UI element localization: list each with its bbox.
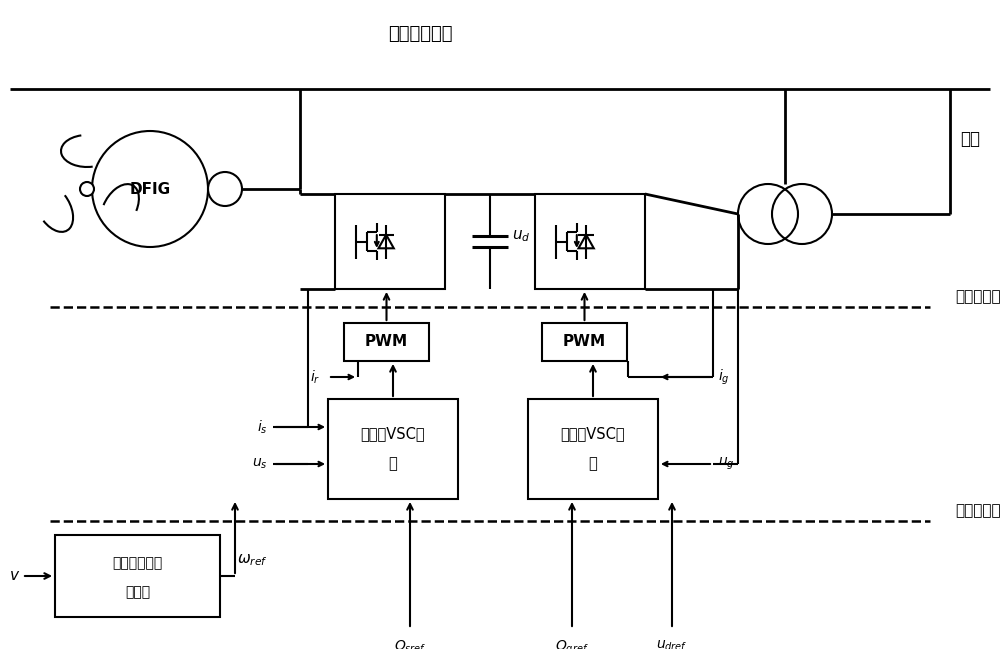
Text: 制: 制 — [389, 456, 397, 472]
Bar — [328, 399, 458, 499]
Text: $Q_{gref}$: $Q_{gref}$ — [555, 639, 589, 649]
Circle shape — [80, 182, 94, 196]
Text: 第二层控制: 第二层控制 — [955, 289, 1000, 304]
Text: $i_g$: $i_g$ — [718, 367, 730, 387]
Text: $i_s$: $i_s$ — [257, 419, 268, 435]
Bar — [535, 194, 645, 289]
Bar — [344, 323, 429, 361]
Text: 最优风功率跟: 最优风功率跟 — [112, 557, 163, 570]
Text: 定子侧VSC控: 定子侧VSC控 — [561, 426, 625, 441]
Text: $u_s$: $u_s$ — [252, 457, 268, 471]
Text: 第一层控制: 第一层控制 — [955, 504, 1000, 519]
Text: 系统: 系统 — [960, 130, 980, 148]
Text: $v$: $v$ — [9, 569, 21, 583]
Text: PWM: PWM — [563, 334, 606, 350]
Text: $u_{dref}$: $u_{dref}$ — [656, 639, 688, 649]
Text: $Q_{sref}$: $Q_{sref}$ — [394, 639, 426, 649]
Bar — [55, 535, 220, 617]
Text: $u_g$: $u_g$ — [718, 456, 735, 472]
Bar — [335, 194, 445, 289]
Text: 双馈风电机组: 双馈风电机组 — [388, 25, 452, 43]
Text: 制: 制 — [589, 456, 597, 472]
Bar — [528, 399, 658, 499]
Text: 转子侧VSC控: 转子侧VSC控 — [361, 426, 425, 441]
Text: DFIG: DFIG — [129, 182, 171, 197]
Text: 踪控制: 踪控制 — [125, 585, 150, 600]
Text: $u_d$: $u_d$ — [512, 228, 530, 245]
Text: $\omega_{ref}$: $\omega_{ref}$ — [237, 552, 268, 568]
Bar — [542, 323, 627, 361]
Text: PWM: PWM — [365, 334, 408, 350]
Text: $i_r$: $i_r$ — [310, 368, 320, 386]
